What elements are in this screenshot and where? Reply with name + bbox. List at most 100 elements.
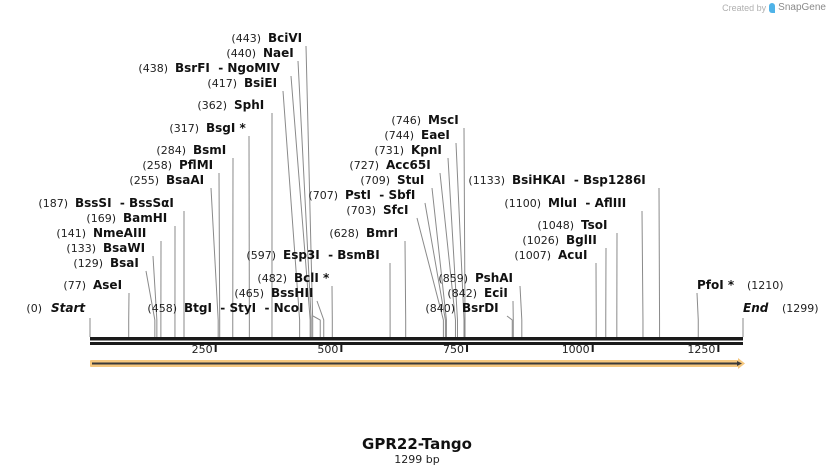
- cut-site-pshai[interactable]: [519, 285, 523, 337]
- enzyme-name: SphI: [234, 98, 264, 112]
- cut-line: [439, 172, 456, 337]
- cut-position: (842): [447, 287, 477, 300]
- feature-arrow[interactable]: [90, 358, 745, 369]
- tick-label: 500: [317, 343, 338, 356]
- site-label-esp3i-bsmbi[interactable]: (597) Esp3I - BsmBI: [246, 248, 379, 262]
- cut-site-acc65i[interactable]: [439, 172, 456, 337]
- cut-site-mlui-afliii[interactable]: [641, 210, 644, 337]
- cut-site-pfoi[interactable]: [696, 292, 699, 337]
- site-label-sfci[interactable]: (703) SfcI: [346, 203, 408, 217]
- enzyme-name: BglII: [566, 233, 597, 247]
- endpoint-end: End (1299): [742, 301, 819, 337]
- site-label-bamhi[interactable]: (169) BamHI: [86, 211, 167, 225]
- tick-mark: [591, 345, 594, 352]
- cut-site-bsawi[interactable]: [152, 255, 158, 337]
- cut-site-sfci[interactable]: [416, 217, 444, 337]
- cut-site-pflmi[interactable]: [218, 172, 221, 337]
- enzyme-name: BsgI *: [206, 121, 247, 135]
- site-label-bsihkai-bsp1286i[interactable]: (1133) BsiHKAI - Bsp1286I: [468, 173, 645, 187]
- site-label-sphi[interactable]: (362) SphI: [197, 98, 264, 112]
- cut-position: (703): [346, 204, 376, 217]
- site-label-kpni[interactable]: (731) KpnI: [374, 143, 442, 157]
- site-label-bsmi[interactable]: (284) BsmI: [156, 143, 226, 157]
- site-label-bsai[interactable]: (129) BsaI: [73, 256, 138, 270]
- cut-site-stui[interactable]: [431, 187, 447, 337]
- cut-site-naei[interactable]: [297, 60, 312, 337]
- site-label-stui[interactable]: (709) StuI: [360, 173, 424, 187]
- cut-line: [404, 240, 407, 337]
- cut-line: [282, 90, 301, 337]
- cut-site-btgi-styi-ncoi[interactable]: [312, 315, 321, 337]
- tick-mark: [340, 345, 343, 352]
- site-label-pfoi[interactable]: PfoI * (1210): [697, 278, 784, 292]
- cut-position: (1026): [522, 234, 559, 247]
- cut-site-kpni[interactable]: [447, 157, 458, 337]
- cut-site-bsaai[interactable]: [210, 187, 219, 337]
- site-label-ecii[interactable]: (842) EciI: [447, 286, 507, 300]
- enzyme-name: BmrI: [366, 226, 398, 240]
- cut-site-bmri[interactable]: [404, 240, 407, 337]
- sequence-length: 1299 bp: [394, 453, 440, 466]
- cut-line: [696, 292, 699, 337]
- cut-site-bsrdi[interactable]: [506, 315, 513, 337]
- cut-position: (362): [197, 99, 227, 112]
- site-label-bsiei[interactable]: (417) BsiEI: [207, 76, 277, 90]
- cut-position: (1210): [747, 279, 784, 292]
- cut-site-bsiei[interactable]: [282, 90, 301, 337]
- enzyme-name: EciI: [484, 286, 508, 300]
- cut-site-bcivi[interactable]: [305, 45, 314, 337]
- site-label-bsawi[interactable]: (133) BsaWI: [66, 241, 145, 255]
- cut-position: (129): [73, 257, 103, 270]
- cut-site-bsrfi-ngomiv[interactable]: [290, 75, 311, 337]
- enzyme-name: BssSI - BssSαI: [75, 196, 174, 210]
- tick-label: 1000: [562, 343, 590, 356]
- enzyme-name: BsrFI - NgoMIV: [175, 61, 281, 75]
- cut-position: (169): [86, 212, 116, 225]
- site-label-bsrfi-ngomiv[interactable]: (438) BsrFI - NgoMIV: [138, 61, 280, 75]
- site-label-mlui-afliii[interactable]: (1100) MluI - AflIII: [504, 196, 626, 210]
- site-label-bsshii[interactable]: (465) BssHII: [234, 286, 313, 300]
- site-label-pshai[interactable]: (859) PshAI: [438, 271, 513, 285]
- site-label-btgi-styi-ncoi[interactable]: (458) BtgI - StyI - NcoI: [147, 301, 303, 315]
- enzyme-name: PflMI: [179, 158, 213, 172]
- cut-site-msci[interactable]: [463, 127, 466, 337]
- enzyme-name: BssHII: [271, 286, 313, 300]
- site-label-psti-sbfi[interactable]: (707) PstI - SbfI: [308, 188, 415, 202]
- site-label-bsrdi[interactable]: (840) BsrDI: [425, 301, 498, 315]
- cut-position: (438): [138, 62, 168, 75]
- site-label-bsaai[interactable]: (255) BsaAI: [129, 173, 204, 187]
- enzyme-name: Esp3I - BsmBI: [283, 248, 380, 262]
- arrow-right-icon: [737, 361, 742, 366]
- tick-1000: 1000: [562, 343, 594, 356]
- cut-site-eaei[interactable]: [455, 142, 465, 337]
- cut-position: (255): [129, 174, 159, 187]
- cut-site-psti-sbfi[interactable]: [424, 202, 446, 337]
- site-label-bmri[interactable]: (628) BmrI: [329, 226, 398, 240]
- enzyme-name: NmeAIII: [93, 226, 146, 240]
- site-label-bglii[interactable]: (1026) BglII: [522, 233, 596, 247]
- site-label-nmeaiii[interactable]: (141) NmeAIII: [56, 226, 146, 240]
- site-label-acui[interactable]: (1007) AcuI: [514, 248, 587, 262]
- cut-position: (628): [329, 227, 359, 240]
- cut-position: (1048): [537, 219, 574, 232]
- site-label-bcli[interactable]: (482) BclI *: [257, 271, 330, 285]
- cut-site-bsihkai-bsp1286i[interactable]: [658, 187, 661, 337]
- site-label-msci[interactable]: (746) MscI: [391, 113, 458, 127]
- endpoint-position: (1299): [782, 302, 819, 315]
- site-label-acc65i[interactable]: (727) Acc65I: [349, 158, 430, 172]
- cut-position: (443): [231, 32, 261, 45]
- cut-line: [658, 187, 661, 337]
- site-label-eaei[interactable]: (744) EaeI: [384, 128, 450, 142]
- site-label-bsssi-bsss-i[interactable]: (187) BssSI - BssSαI: [38, 196, 173, 210]
- cut-site-bsshii[interactable]: [316, 300, 325, 337]
- site-label-asei[interactable]: (77) AseI: [63, 278, 122, 292]
- site-label-bsgi[interactable]: (317) BsgI *: [169, 121, 246, 135]
- enzyme-name: BciVI: [268, 31, 302, 45]
- enzyme-name: BsiEI: [244, 76, 277, 90]
- cut-site-bsai[interactable]: [145, 270, 156, 337]
- site-label-pflmi[interactable]: (258) PflMI: [142, 158, 213, 172]
- site-label-bcivi[interactable]: (443) BciVI: [231, 31, 302, 45]
- site-label-tsoi[interactable]: (1048) TsoI: [537, 218, 607, 232]
- enzyme-name: KpnI: [411, 143, 442, 157]
- site-label-naei[interactable]: (440) NaeI: [226, 46, 293, 60]
